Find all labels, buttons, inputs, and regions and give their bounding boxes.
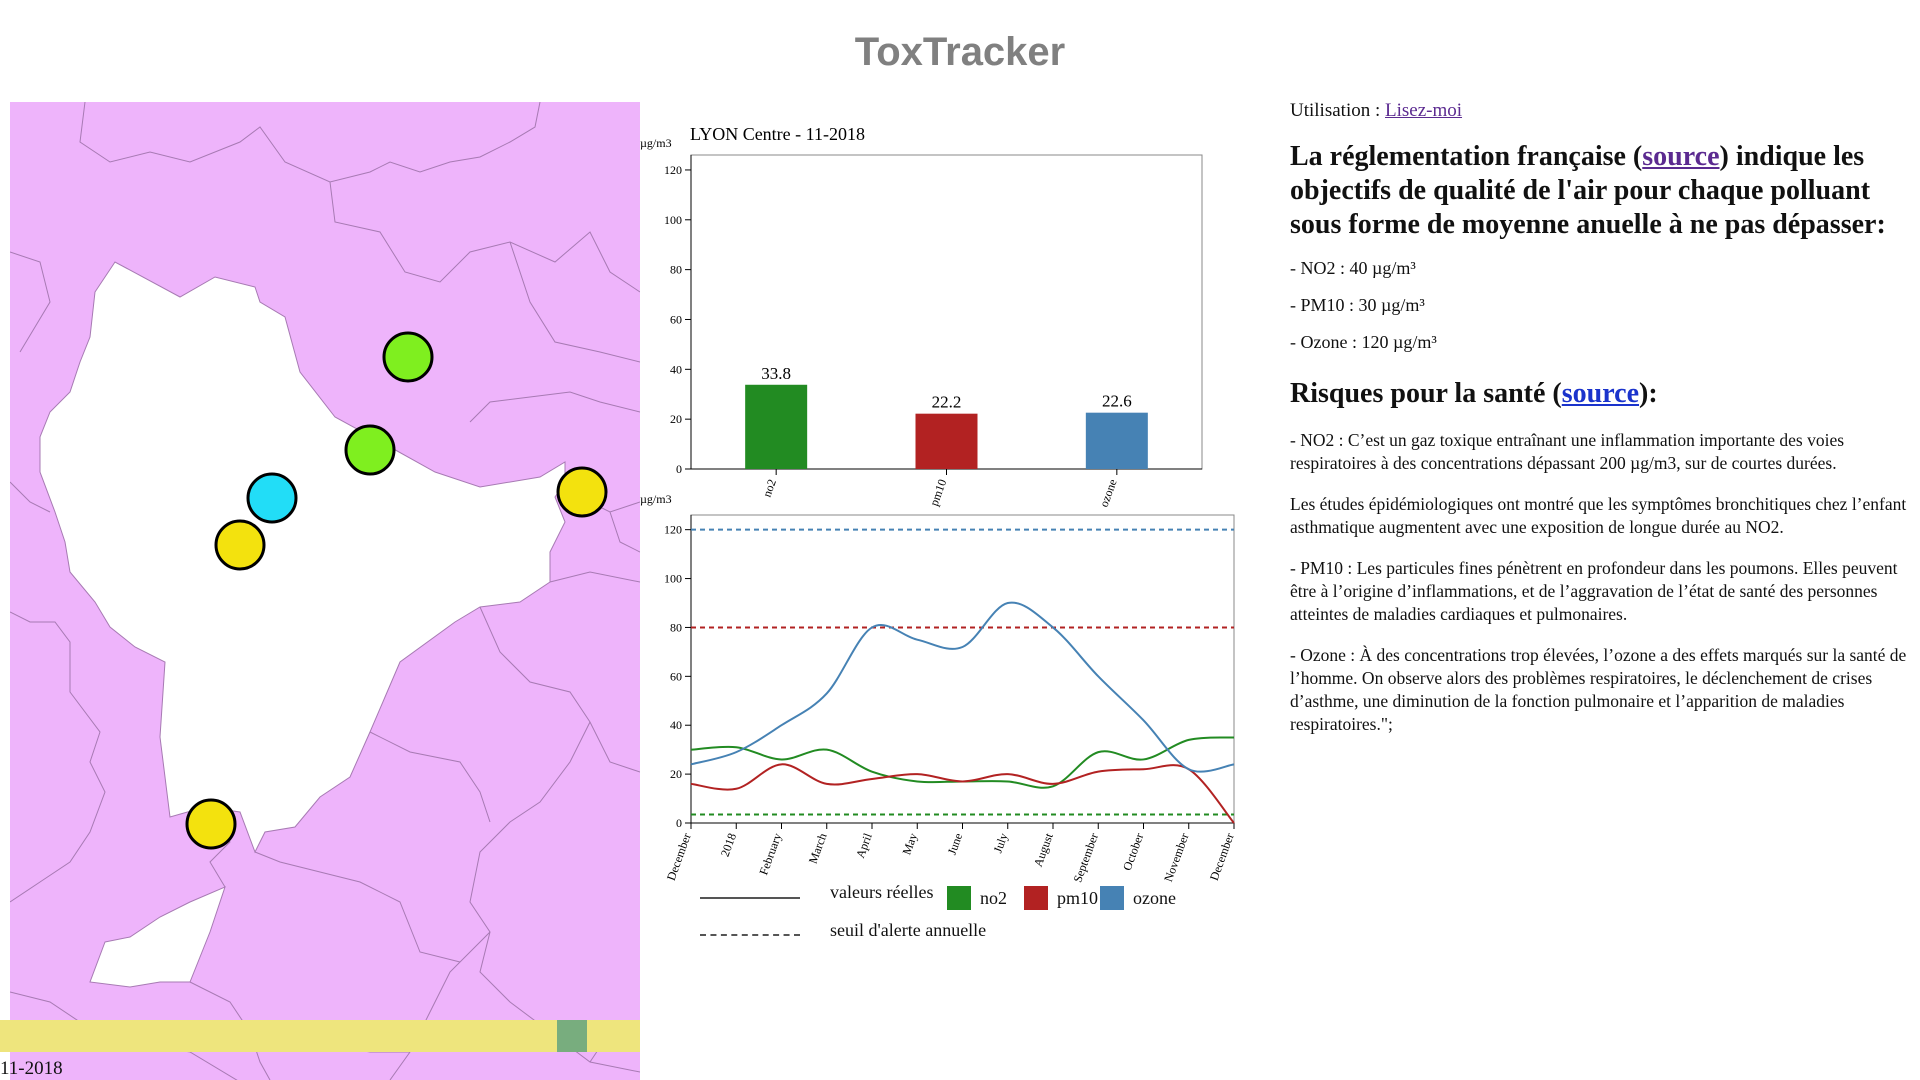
legend-series-label: ozone [1133,888,1176,908]
bar-value-label: 33.8 [761,364,791,383]
x-tick-label: June [945,831,966,856]
legend-series-label: no2 [980,888,1007,908]
heading-text: ): [1639,378,1658,409]
heading-text: La réglementation française ( [1290,141,1643,172]
paragraph-no2-studies: Les études épidémiologiques ont montré q… [1290,494,1907,537]
app-title: ToxTracker [854,30,1066,74]
legend-series-label: pm10 [1057,888,1099,908]
bar-ozone [1085,412,1148,469]
paragraph-pm10: - PM10 : Les particules fines pénètrent … [1290,558,1898,624]
paragraph-no2: - NO2 : C’est un gaz toxique entraînant … [1290,430,1845,473]
source-link-regulation[interactable]: source [1642,141,1720,172]
y-tick-label: 20 [670,412,682,426]
bar-value-label: 22.6 [1102,392,1132,411]
y-tick-label: 20 [670,767,682,781]
y-axis-label: µg/m3 [640,136,672,150]
map-region-selected[interactable] [39,261,566,854]
chart-title: LYON Centre - 11-2018 [690,124,865,144]
y-tick-label: 100 [664,213,682,227]
x-tick-label: February [756,831,784,877]
y-tick-label: 120 [664,523,682,537]
legend-real-line [700,897,800,899]
source-link-health[interactable]: source [1561,378,1640,409]
x-tick-label: October [1120,831,1146,872]
series-line-ozone [690,601,1235,773]
bar-chart: LYON Centre - 11-2018 µg/m3 0 20 40 60 80 100… [640,124,1203,509]
y-tick-label: 0 [676,462,682,476]
legend-swatch-ozone [1100,886,1124,910]
x-tick-label: December [664,831,694,882]
chart-legend: valeurs réelles seuil d'alerte annuelle … [690,876,1290,946]
map-region-selected-south[interactable] [89,886,226,988]
station-marker[interactable] [185,798,237,850]
x-tick-label: August [1031,831,1056,869]
y-tick-label: 0 [676,816,682,830]
x-tick-label: 2018 [718,831,739,858]
line-chart: µg/m3 0 20 40 60 80 100 120 December 2018 Februar… [640,492,1236,884]
station-marker[interactable] [382,331,434,383]
y-tick-label: 60 [670,669,682,683]
bar-no2 [745,384,808,469]
limit-ozone: - Ozone : 120 µg/m³ [1290,332,1437,352]
station-marker[interactable] [246,472,298,524]
x-tick-label: March [806,831,830,865]
readme-link[interactable]: Lisez-moi [1385,100,1463,121]
y-tick-label: 60 [670,312,682,326]
y-tick-label: 120 [664,163,682,177]
series-line-pm10 [690,763,1235,824]
x-tick-label: April [853,831,875,860]
y-tick-label: 80 [670,263,682,277]
limit-no2: - NO2 : 40 µg/m³ [1290,258,1416,278]
y-axis-label: µg/m3 [640,492,672,506]
x-tick-label: May [899,831,920,856]
legend-threshold-line [700,934,800,936]
paragraph-ozone: - Ozone : À des concentrations trop élev… [1290,645,1907,734]
limit-pm10: - PM10 : 30 µg/m³ [1290,295,1425,315]
station-marker[interactable] [214,519,266,571]
legend-real-label: valeurs réelles [830,882,934,902]
station-marker[interactable] [556,466,608,518]
x-tick-label: July [991,831,1011,855]
usage-line: Utilisation : Lisez-moi [1290,100,1920,122]
legend-swatch-no2 [947,886,971,910]
info-panel: Utilisation : Lisez-moi La réglementatio… [1290,100,1920,754]
x-tick-label: no2 [760,477,779,499]
y-tick-label: 100 [664,572,682,586]
y-tick-label: 80 [670,620,682,634]
bar-value-label: 22.2 [932,393,962,412]
y-tick-label: 40 [670,718,682,732]
y-tick-label: 40 [670,362,682,376]
plot-frame [690,514,1235,824]
series-line-no2 [690,736,1235,789]
timeline-date-label: 11-2018 [0,1058,63,1079]
heading-text: Risques pour la santé ( [1290,378,1562,409]
map-regions[interactable] [10,102,640,1080]
pollution-map[interactable] [10,102,640,1080]
legend-threshold-label: seuil d'alerte annuelle [830,920,987,940]
x-tick-label: December [1207,831,1236,882]
usage-label: Utilisation : [1290,100,1385,121]
health-heading: Risques pour la santé (source): [1290,377,1920,411]
station-marker[interactable] [344,424,396,476]
timeline-handle[interactable] [557,1020,587,1052]
regulation-heading: La réglementation française (source) ind… [1290,140,1920,242]
bar-pm10 [915,413,978,469]
heading-text: ) indique les objectifs de qualité de l'… [1290,141,1886,240]
legend-swatch-pm10 [1024,886,1048,910]
timeline-slider[interactable] [0,1020,640,1052]
